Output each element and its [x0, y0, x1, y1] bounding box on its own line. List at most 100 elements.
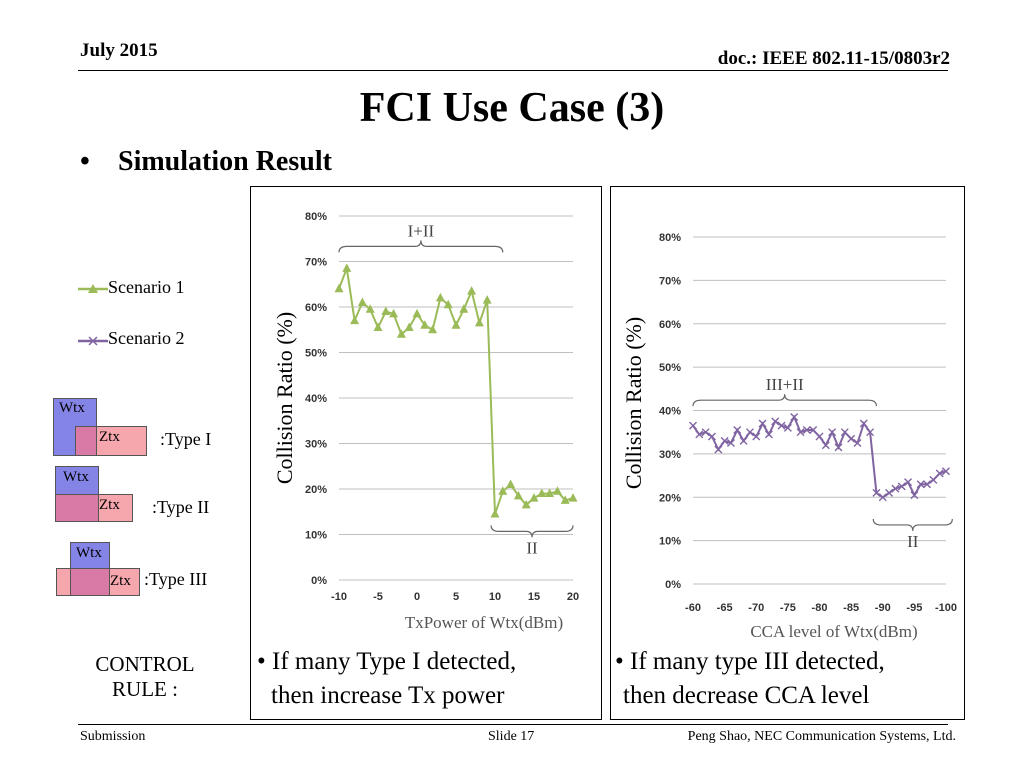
- chart0-data-point: [373, 322, 383, 331]
- chart0-data-point: [467, 286, 477, 295]
- chart0-xtick-label: 0: [414, 591, 420, 603]
- note-right: • If many type III detected, then decrea…: [615, 645, 885, 713]
- chart1-data-point: [796, 428, 805, 437]
- bullet-text: Simulation Result: [118, 146, 332, 177]
- chart0-ytick-label: 0%: [311, 575, 327, 587]
- header-divider: [78, 70, 948, 71]
- chart1-xtick-label: -65: [717, 602, 733, 614]
- chart0-xtick-label: -5: [373, 591, 383, 603]
- chart1-data-point: [866, 428, 875, 437]
- chart1-brace-1: [872, 518, 953, 531]
- type-1-ztx-label: Ztx: [99, 429, 120, 445]
- legend-scenario-2-swatch: [78, 336, 108, 346]
- chart1-data-point: [929, 475, 938, 484]
- footer-submission: Submission: [80, 729, 146, 744]
- chart1-ytick-label: 40%: [659, 406, 681, 418]
- chart1-data-point: [752, 432, 761, 441]
- chart1-ytick-label: 60%: [659, 319, 681, 331]
- note-left-line-1: • If many Type I detected,: [257, 648, 517, 675]
- slide-title: FCI Use Case (3): [359, 85, 665, 131]
- chart1-data-point: [853, 439, 862, 448]
- chart0-brace-1: [490, 525, 574, 538]
- chart0-brace-label-1: II: [526, 538, 538, 557]
- bullet-marker: •: [80, 146, 90, 177]
- chart0-data-point: [451, 320, 461, 329]
- chart1-ytick-label: 20%: [659, 492, 681, 504]
- chart0-data-point: [435, 292, 445, 302]
- footer-slide-number: Slide 17: [488, 729, 535, 744]
- chart1-data-point: [878, 493, 887, 502]
- type-1-label: :Type I: [160, 429, 212, 449]
- chart1-data-point: [777, 421, 786, 430]
- control-rule-line-1: CONTROL: [95, 652, 195, 676]
- type-3-ztx-label: Ztx: [110, 573, 131, 589]
- chart1-data-point: [758, 419, 767, 428]
- chart1-brace-label-1: II: [907, 532, 919, 551]
- chart0-x-axis-title: TxPower of Wtx(dBm): [405, 613, 563, 632]
- type-2-diagram: Wtx Ztx: [55, 466, 133, 522]
- chart1-data-point: [847, 434, 856, 443]
- chart1-data-point: [821, 441, 830, 450]
- chart0-data-point: [357, 297, 367, 306]
- chart1-ytick-label: 30%: [659, 449, 681, 461]
- chart0-data-point: [506, 479, 516, 488]
- footer-author: Peng Shao, NEC Communication Systems, Lt…: [687, 729, 956, 744]
- legend-scenario-2: Scenario 2: [78, 328, 184, 349]
- chart-panel-txpower: 0% 10% 20% 30% 40% 50% 60% 70% 80% -10 -5 0 5 10 15 20 T…: [250, 186, 602, 720]
- chart1-data-point: [733, 426, 742, 435]
- chart1-y-axis-title: Collision Ratio (%): [621, 317, 646, 489]
- chart1-data-point: [771, 417, 780, 426]
- chart1-data-point: [720, 436, 729, 445]
- type-3-overlap: [70, 568, 110, 596]
- chart0-data-point: [459, 304, 469, 313]
- chart1-data-point: [834, 443, 843, 452]
- chart1-data-point: [689, 421, 697, 430]
- chart0-ytick-label: 70%: [305, 257, 327, 269]
- chart0-series-line: [338, 264, 574, 515]
- chart1-ytick-label: 10%: [659, 536, 681, 548]
- chart0-data-point: [537, 488, 547, 498]
- chart1-data-point: [897, 482, 906, 491]
- chart0-data-point: [443, 299, 453, 309]
- note-right-line-2: then decrease CCA level: [623, 682, 870, 709]
- chart1-data-point: [872, 488, 881, 497]
- chart0-data-point: [334, 283, 344, 293]
- chart1-data-point: [745, 428, 754, 437]
- chart0-data-point: [350, 315, 360, 325]
- chart1-xtick-label: -70: [748, 602, 764, 614]
- chart1-data-point: [809, 426, 818, 435]
- chart0-ytick-label: 40%: [305, 393, 327, 405]
- chart1-xtick-label: -75: [780, 602, 796, 614]
- chart1-ytick-label: 80%: [659, 232, 681, 244]
- chart0-brace-0: [338, 240, 504, 253]
- chart0-data-point: [568, 493, 578, 502]
- header-date: July 2015: [80, 40, 158, 61]
- chart1-data-point: [910, 491, 919, 500]
- chart1-data-point: [802, 426, 811, 435]
- chart0-data-point: [389, 308, 399, 318]
- chart1-data-point: [726, 439, 735, 448]
- chart1-ytick-label: 50%: [659, 362, 681, 374]
- chart0-ytick-label: 50%: [305, 348, 327, 360]
- chart0-data-point: [404, 322, 414, 331]
- chart0-data-point: [412, 308, 422, 318]
- chart-panel-cca: 0% 10% 20% 30% 40% 50% 60% 70% 80% -60 -65 -70 -75 -8…: [610, 186, 965, 720]
- chart0-data-point: [420, 320, 430, 329]
- type-2-wtx-label: Wtx: [63, 469, 89, 485]
- legend-scenario-1: Scenario 1: [78, 277, 184, 298]
- chart1-data-point: [701, 428, 710, 437]
- chart0-ytick-label: 60%: [305, 302, 327, 314]
- type-1-diagram: Wtx Ztx: [53, 398, 149, 456]
- chart0-data-point: [428, 324, 438, 334]
- legend-scenario-1-swatch: [78, 283, 108, 293]
- chart0-data-point: [474, 317, 484, 327]
- type-2-overlap: [55, 494, 99, 522]
- chart1-xtick-label: -80: [812, 602, 828, 614]
- type-1-wtx-label: Wtx: [59, 400, 85, 416]
- chart0-xtick-label: 10: [489, 591, 501, 603]
- chart0-data-point: [381, 306, 391, 316]
- chart0-data-point: [482, 295, 492, 304]
- chart1-data-point: [904, 478, 913, 487]
- chart1-data-point: [707, 432, 716, 441]
- chart0-xtick-label: 20: [567, 591, 579, 603]
